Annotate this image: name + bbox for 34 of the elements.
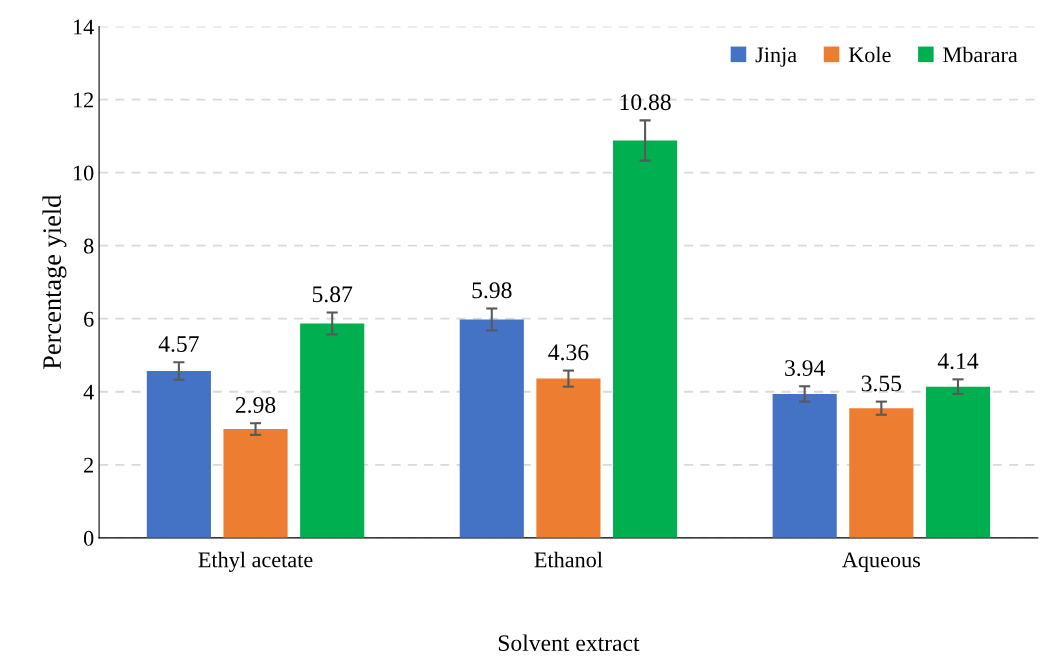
y-tick-label: 0 <box>83 530 94 546</box>
legend-label: Jinja <box>755 47 797 67</box>
y-axis-title: Percentage yield <box>42 194 67 369</box>
bar <box>925 386 991 538</box>
data-label: 4.57 <box>158 336 199 353</box>
bar <box>613 140 678 538</box>
y-tick-label: 10 <box>73 165 94 181</box>
y-tick-label: 14 <box>73 19 94 35</box>
bar <box>146 370 211 538</box>
bar <box>223 429 288 538</box>
bar <box>536 378 601 538</box>
bar <box>772 393 837 538</box>
data-label: 4.14 <box>937 353 979 370</box>
y-tick-label: 12 <box>73 92 93 108</box>
x-tick-label: Ethanol <box>534 551 603 568</box>
y-tick-label: 2 <box>84 457 93 473</box>
data-label: 5.87 <box>312 286 353 303</box>
bar <box>849 408 914 538</box>
data-label: 3.94 <box>785 360 825 377</box>
y-tick-label: 6 <box>84 311 94 327</box>
data-label: 4.36 <box>548 344 589 361</box>
bar <box>459 319 524 538</box>
bar <box>300 323 365 538</box>
legend-label: Mbarara <box>943 46 1018 63</box>
data-label: 3.55 <box>861 375 902 392</box>
y-tick-label: 4 <box>83 384 94 400</box>
data-label: 10.88 <box>620 94 671 111</box>
x-tick-label: Aqueous <box>842 552 921 572</box>
legend-label: Kole <box>848 46 891 63</box>
data-label: 5.98 <box>472 282 512 299</box>
x-tick-label: Ethyl acetate <box>198 551 313 572</box>
data-label: 2.98 <box>235 396 276 413</box>
x-axis-title: Solvent extract <box>498 634 640 652</box>
y-tick-label: 8 <box>83 238 94 254</box>
